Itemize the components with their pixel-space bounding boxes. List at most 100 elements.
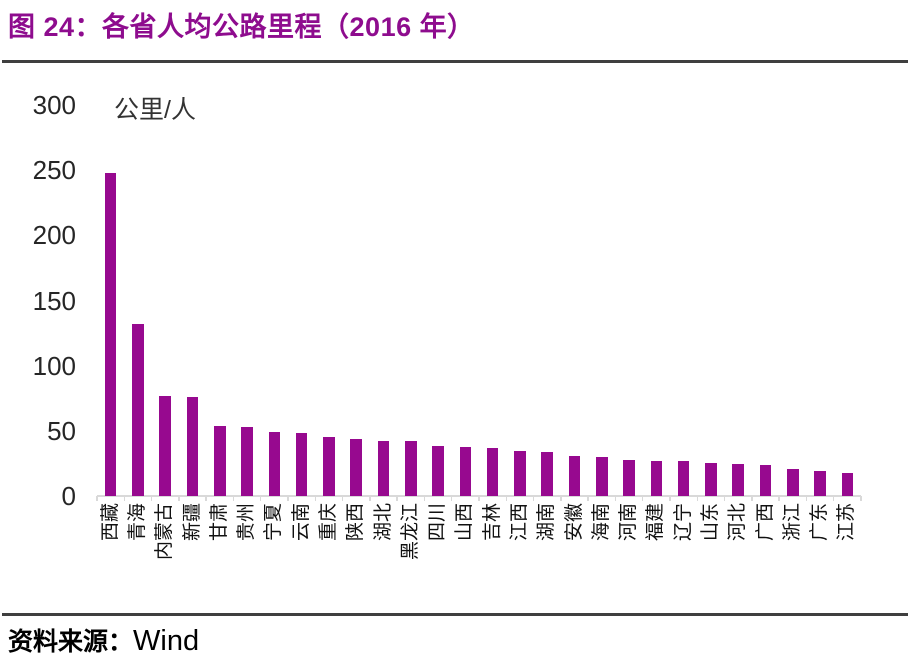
- x-axis-label-福建: 福建: [645, 503, 667, 542]
- bar-福建: [650, 460, 663, 496]
- x-axis-tick: [505, 496, 508, 501]
- x-axis-tick: [805, 496, 808, 501]
- bar-江苏: [841, 472, 854, 496]
- y-axis-label-200: 200: [32, 220, 76, 251]
- x-axis-label-陕西: 陕西: [345, 503, 367, 542]
- bar-山西: [459, 447, 472, 496]
- x-axis-tick: [614, 496, 617, 501]
- bar-陕西: [350, 438, 362, 496]
- bar-安徽: [568, 455, 581, 496]
- x-axis-tick: [123, 496, 126, 501]
- x-axis-tick: [287, 496, 289, 501]
- bar-黑龙江: [405, 441, 417, 496]
- y-axis-label-0: 0: [61, 481, 76, 511]
- x-axis-label-安徽: 安徽: [563, 503, 585, 542]
- source-prefix: 资料来源：: [8, 629, 134, 656]
- x-axis-label-河北: 河北: [727, 503, 749, 542]
- x-axis-label-江西: 江西: [508, 503, 530, 542]
- x-axis-label-浙江: 浙江: [781, 503, 803, 542]
- x-axis-tick: [478, 496, 480, 501]
- bar-贵州: [241, 426, 253, 496]
- x-axis-tick: [778, 496, 780, 501]
- x-axis-tick: [396, 496, 398, 501]
- bar-山东: [705, 462, 717, 496]
- bar-云南: [295, 432, 308, 496]
- x-axis-tick: [860, 496, 862, 501]
- bar-浙江: [787, 469, 799, 496]
- x-axis-label-山西: 山西: [454, 503, 476, 542]
- x-axis-tick: [641, 496, 644, 501]
- y-axis-label-150: 150: [32, 285, 76, 316]
- bar-广西: [759, 465, 772, 496]
- x-axis-label-辽宁: 辽宁: [672, 503, 694, 542]
- bar-青海: [132, 323, 144, 496]
- x-axis-label-湖南: 湖南: [536, 503, 558, 542]
- x-axis-label-海南: 海南: [590, 503, 612, 542]
- bottom-divider: [2, 613, 908, 616]
- x-axis-label-黑龙江: 黑龙江: [399, 503, 421, 561]
- y-axis-unit-label: 公里/人: [114, 96, 196, 124]
- x-axis-label-四川: 四川: [427, 503, 449, 542]
- bar-广东: [814, 470, 826, 496]
- bar-海南: [596, 456, 608, 496]
- x-axis-tick: [751, 496, 753, 501]
- x-axis-label-湖北: 湖北: [372, 503, 394, 542]
- x-axis-label-广东: 广东: [809, 503, 831, 542]
- x-axis-label-宁夏: 宁夏: [263, 503, 285, 542]
- x-axis-tick: [369, 496, 371, 501]
- bar-内蒙古: [159, 395, 171, 496]
- x-axis-tick: [450, 496, 453, 501]
- x-axis-tick: [259, 496, 262, 501]
- x-axis-label-甘肃: 甘肃: [208, 503, 230, 542]
- bar-河北: [732, 464, 744, 496]
- source-line: 资料来源：Wind: [8, 622, 199, 658]
- x-axis-label-内蒙古: 内蒙古: [154, 503, 176, 561]
- x-axis-tick: [341, 496, 344, 501]
- x-axis-tick: [314, 496, 317, 501]
- x-axis-label-青海: 青海: [126, 503, 148, 542]
- bar-西藏: [104, 172, 117, 496]
- x-axis-label-重庆: 重庆: [317, 503, 339, 542]
- x-axis-tick: [205, 496, 207, 501]
- bar-辽宁: [677, 461, 690, 496]
- bar-吉林: [486, 448, 499, 496]
- bar-重庆: [323, 437, 335, 496]
- x-axis-tick: [532, 496, 535, 501]
- x-axis-tick: [669, 496, 671, 501]
- bar-河南: [623, 460, 635, 496]
- x-axis-tick: [150, 496, 153, 501]
- y-axis-label-300: 300: [32, 90, 76, 120]
- figure-title: 图 24：各省人均公路里程（2016 年）: [8, 12, 475, 42]
- x-axis-label-吉林: 吉林: [481, 503, 503, 542]
- x-axis-label-广西: 广西: [754, 503, 776, 542]
- bar-湖北: [377, 440, 390, 496]
- x-axis-label-山东: 山东: [699, 503, 721, 542]
- x-axis-label-江苏: 江苏: [836, 503, 858, 542]
- x-axis-label-西藏: 西藏: [99, 503, 121, 542]
- bar-湖南: [541, 451, 553, 496]
- y-axis-label-100: 100: [32, 350, 76, 381]
- x-axis-label-贵州: 贵州: [236, 503, 258, 542]
- bar-宁夏: [268, 432, 281, 496]
- bar-四川: [432, 446, 444, 496]
- x-axis-tick: [423, 496, 426, 501]
- x-axis-tick: [832, 496, 835, 501]
- y-axis-label-50: 50: [47, 415, 76, 446]
- x-axis-label-云南: 云南: [290, 503, 312, 542]
- source-name: Wind: [133, 625, 200, 657]
- x-axis-tick: [723, 496, 726, 501]
- x-axis-label-新疆: 新疆: [181, 503, 203, 542]
- top-divider: [2, 60, 908, 63]
- x-axis-tick: [587, 496, 589, 501]
- bar-新疆: [186, 396, 199, 496]
- x-axis-tick: [96, 496, 98, 501]
- x-axis-tick: [232, 496, 235, 501]
- x-axis-label-河南: 河南: [618, 503, 640, 542]
- bar-甘肃: [214, 425, 226, 496]
- bar-江西: [514, 451, 526, 496]
- x-axis-tick: [560, 496, 562, 501]
- plot-area: [96, 105, 862, 501]
- x-axis-tick: [696, 496, 699, 501]
- x-axis-tick: [178, 496, 180, 501]
